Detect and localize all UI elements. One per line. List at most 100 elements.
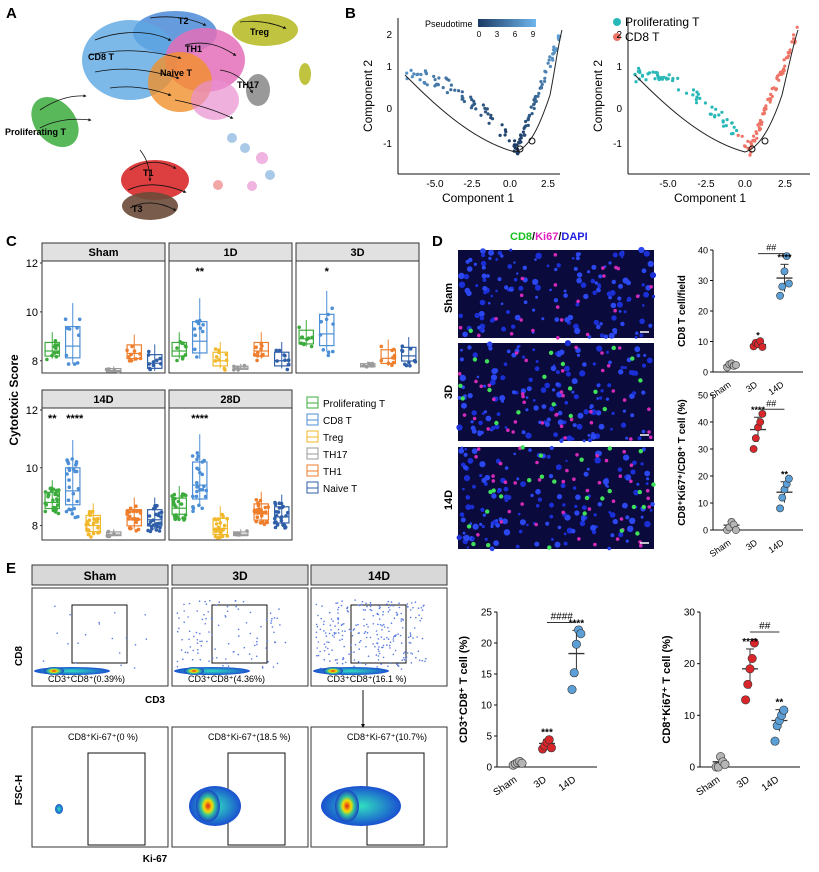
nucleus [634,335,638,339]
trajectory-point [703,101,708,105]
legend-swatch-cd8 [613,33,621,41]
nucleus [608,261,612,265]
trajectory-line [404,29,563,153]
nucleus [579,370,586,377]
event-dot [340,604,343,607]
ki67-cell [611,389,616,393]
stain-ki67: Ki67 [535,231,558,243]
cd8-cell [547,545,552,550]
ki67-cell [595,453,599,458]
nucleus [641,390,646,395]
event-dot [335,602,337,604]
trajectory-point [695,95,699,99]
box-point [54,346,58,351]
event-dot [269,612,272,614]
box-point [273,502,278,507]
trajectory-point [710,105,714,109]
event-dot [392,604,395,607]
y-tick-label: 15 [481,670,493,681]
cd8-cell [494,420,499,426]
nucleus [646,477,650,481]
nucleus [557,525,562,530]
nucleus [571,256,575,260]
event-dot [319,650,321,653]
ki67-cell [589,409,593,414]
nucleus [469,522,473,526]
nucleus [571,390,575,394]
box-point [321,348,326,352]
panel-header [41,242,166,262]
event-dot [197,652,199,654]
ki67-cell [474,379,478,384]
nucleus [520,388,527,394]
box-point [195,355,199,359]
nucleus [606,291,612,297]
trajectory-point [519,133,523,137]
nucleus [456,424,463,431]
nucleus [504,426,508,429]
label-th1: TH1 [185,44,202,54]
nucleus [518,529,523,534]
event-dot [376,642,378,644]
nucleus [609,512,616,518]
ki67-cell [503,480,508,485]
ki67-cell [472,416,477,421]
legend-label-cd8: CD8 T [625,30,660,44]
nucleus [603,265,607,268]
significance-stars: **** [66,413,84,425]
nucleus [513,277,518,282]
nucleus [462,531,466,535]
nucleus [506,349,511,354]
nucleus [565,371,571,377]
trajectory-point [462,99,466,104]
trajectory-point [445,91,449,95]
nucleus [504,466,509,470]
nucleus [462,331,468,338]
label-cd8: CD8 T [88,52,115,62]
nucleus [483,290,487,295]
ki67-cell [521,394,525,399]
ki67-cell [561,479,566,484]
ki67-cell [519,293,524,298]
nucleus [632,391,637,396]
trajectory-point [500,123,504,127]
event-dot [397,633,400,635]
y-tick-label: 1 [386,62,392,73]
y-tick-label: 10 [698,337,708,347]
y-tick-label: 8 [32,356,38,368]
box-point [263,510,268,514]
nucleus [535,504,540,508]
nucleus [460,348,463,352]
y-tick-label: 12 [26,405,38,417]
trajectory-point [752,134,756,138]
event-dot [343,623,345,625]
y-tick-label: 0 [616,104,622,115]
trajectory-point [676,88,681,92]
nucleus [491,493,497,499]
ki67-cell [559,424,564,429]
y-tick-label: 10 [26,463,38,475]
box-point [170,494,174,498]
nucleus [629,517,636,524]
box-point [379,344,384,349]
trajectory-point [748,153,752,157]
trajectory-point [725,118,729,122]
trajectory-point [529,105,533,109]
event-dot [412,606,414,609]
box-point [95,517,99,521]
nucleus [483,481,488,486]
event-dot [278,608,280,610]
event-dot [402,619,405,621]
ki67-cell [559,318,564,322]
event-dot [389,604,392,607]
event-dot [386,644,388,646]
nucleus [639,333,644,338]
nucleus [480,507,485,512]
event-dot [370,609,373,612]
event-dot [366,605,368,608]
cluster-dot [227,133,237,143]
trajectory-point [722,124,726,128]
panel-header-label: Sham [89,247,119,259]
trajectory-point [424,72,428,76]
nucleus [490,374,498,381]
